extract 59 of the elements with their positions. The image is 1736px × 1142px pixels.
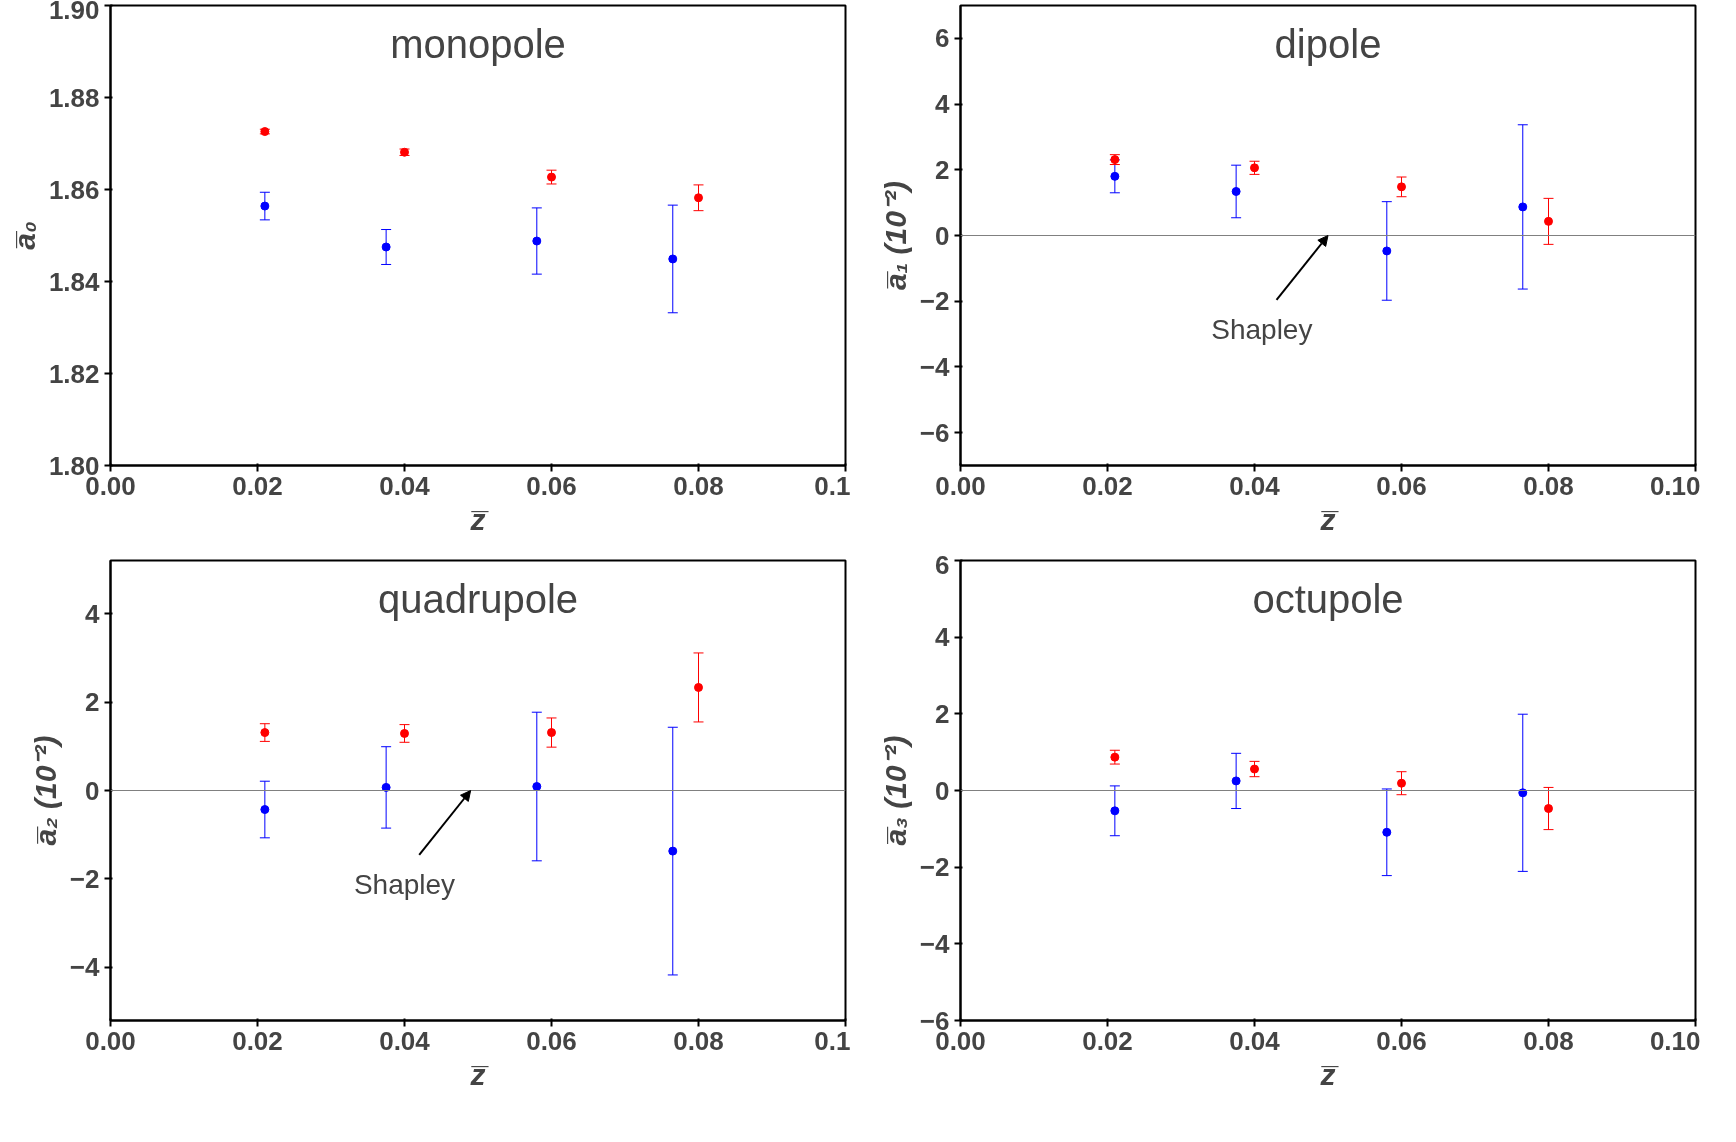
y-tick-label: −6 <box>919 417 950 448</box>
y-axis-title: a̅₂ (10⁻²) <box>28 735 62 846</box>
x-tick-label: 0.08 <box>673 1025 724 1056</box>
y-tick-label: −2 <box>69 863 100 894</box>
x-tick-label: 0.08 <box>673 470 724 501</box>
x-tick-label: 0.02 <box>1082 470 1133 501</box>
y-tick-label: −2 <box>919 852 950 883</box>
y-axis-title: a̅₀ <box>7 221 41 250</box>
chart-title: octupole <box>1252 576 1404 621</box>
y-tick-label: 1.84 <box>48 266 101 297</box>
x-tick-label: 0.1 <box>814 1025 851 1056</box>
x-tick-label: 0.10 <box>1649 1025 1701 1056</box>
y-tick-label: 0 <box>935 220 950 251</box>
y-tick-label: 1.90 <box>48 0 100 25</box>
y-tick-label: 2 <box>935 698 950 729</box>
y-tick-label: 4 <box>85 598 101 629</box>
x-tick-label: 0.1 <box>814 470 851 501</box>
x-tick-label: 0.08 <box>1523 1025 1574 1056</box>
x-tick-label: 0.06 <box>526 1025 577 1056</box>
x-tick-label: 0.06 <box>1376 1025 1427 1056</box>
x-tick-label: 0.04 <box>379 1025 431 1056</box>
y-tick-label: 2 <box>85 687 100 718</box>
y-tick-label: 6 <box>935 23 950 54</box>
chart-title: monopole <box>390 21 566 66</box>
y-axis-title: a̅₁ (10⁻²) <box>878 181 912 290</box>
x-tick-label: 0.02 <box>232 470 283 501</box>
x-axis-title: z̅ <box>469 1057 490 1091</box>
y-tick-label: 1.82 <box>48 358 100 389</box>
x-tick-label: 0.02 <box>232 1025 283 1056</box>
x-tick-label: 0.10 <box>1649 470 1701 501</box>
x-tick-label: 0.06 <box>526 470 577 501</box>
x-tick-label: 0.04 <box>1229 1025 1281 1056</box>
x-axis-title: z̅ <box>1319 1057 1340 1091</box>
x-tick-label: 0.08 <box>1523 470 1574 501</box>
x-tick-label: 0.02 <box>1082 1025 1133 1056</box>
y-tick-label: 1.88 <box>48 82 100 113</box>
x-tick-label: 0.04 <box>1229 470 1281 501</box>
y-tick-label: 0 <box>85 775 100 806</box>
chart-title: quadrupole <box>377 576 579 621</box>
y-tick-label: −2 <box>919 286 950 317</box>
y-tick-label: 4 <box>935 622 951 653</box>
x-axis-title: z̅ <box>469 502 490 536</box>
y-tick-label: 2 <box>935 154 950 185</box>
annotation: Shapley <box>353 868 456 900</box>
y-tick-label: 4 <box>935 89 951 120</box>
y-tick-label: 6 <box>935 549 950 580</box>
x-tick-label: 0.00 <box>85 1025 136 1056</box>
y-tick-label: −4 <box>919 928 951 959</box>
y-tick-label: −4 <box>69 952 101 983</box>
x-tick-label: 0.00 <box>935 470 986 501</box>
x-tick-label: 0.04 <box>379 470 431 501</box>
x-tick-label: 0.06 <box>1376 470 1427 501</box>
y-tick-label: −4 <box>919 351 951 382</box>
y-tick-label: 1.86 <box>48 174 100 205</box>
x-axis-title: z̅ <box>1319 502 1340 536</box>
chart-title: dipole <box>1274 21 1382 66</box>
annotation: Shapley <box>1211 313 1313 345</box>
y-tick-label: 0 <box>935 775 950 806</box>
y-axis-title: a̅₃ (10⁻²) <box>878 735 912 846</box>
